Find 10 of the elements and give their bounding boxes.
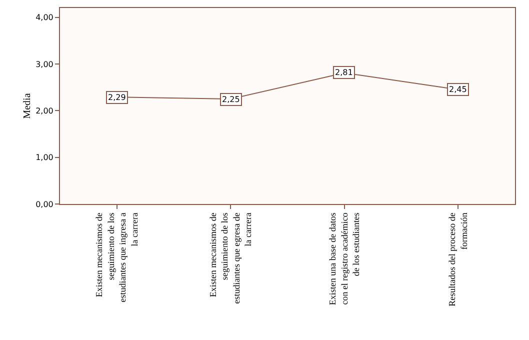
y-tick-label: 3,00: [36, 60, 54, 69]
y-tick-label: 1,00: [36, 153, 54, 162]
x-tick-label: Existen mecanismos de seguimiento de los estudiantes que egresa de la carrera: [208, 212, 254, 304]
x-tick-label: Existen mecanismos de seguimiento de los estudiantes que ingresa a la carrera: [94, 212, 140, 302]
y-tick-label: 0,00: [36, 200, 54, 209]
y-tick-label: 2,00: [36, 106, 54, 116]
x-tick-label: Resultados del proceso de formación: [447, 212, 469, 306]
y-axis-title: Media: [22, 92, 33, 119]
x-tick-label: Existen una base de datos con el registro académico de los estudiantes: [328, 212, 362, 306]
y-tick-label: 4,00: [36, 13, 54, 22]
